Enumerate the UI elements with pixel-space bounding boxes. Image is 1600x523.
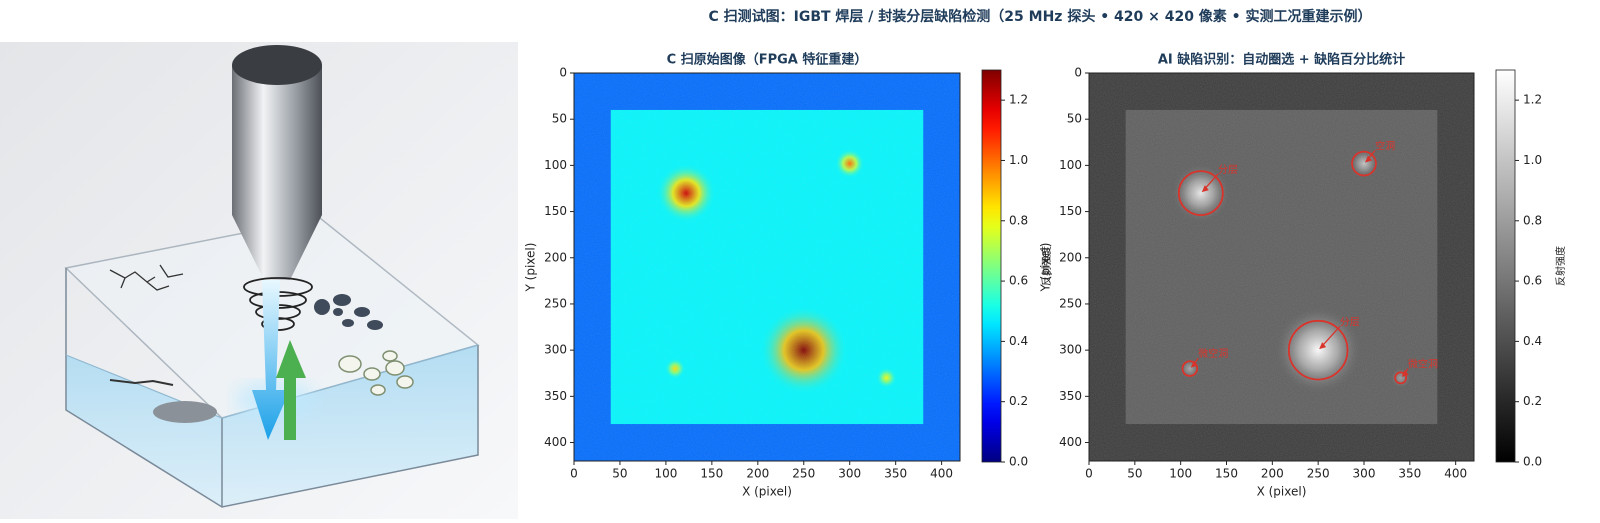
colorbar-label: 反射强度 xyxy=(1554,246,1567,286)
x-tick-label: 250 xyxy=(1307,467,1330,481)
y-tick-label: 300 xyxy=(1059,343,1082,357)
x-tick-label: 50 xyxy=(1127,467,1142,481)
colorbar xyxy=(1495,69,1516,463)
y-tick-label: 150 xyxy=(1059,204,1082,218)
defect-label: 微空洞 xyxy=(1198,347,1228,360)
colorbar-tick-label: 0.4 xyxy=(1523,334,1542,348)
arrow-head xyxy=(1401,369,1409,377)
x-tick-label: 150 xyxy=(1215,467,1238,481)
defect-label: 分层 xyxy=(1218,164,1238,176)
noise-texture xyxy=(1089,73,1474,461)
transducer-body xyxy=(232,65,322,215)
delamination xyxy=(109,379,174,386)
plot-frame xyxy=(573,72,961,462)
x-tick-label: 350 xyxy=(884,467,907,481)
colorbar-tick-label: 0.2 xyxy=(1523,394,1542,408)
y-tick-label: 350 xyxy=(1059,389,1082,403)
arrow-head xyxy=(1319,342,1327,350)
y-axis-label: Y (pixel) xyxy=(524,243,538,293)
x-tick-label: 350 xyxy=(1398,467,1421,481)
x-tick-label: 250 xyxy=(792,467,815,481)
y-tick-label: 50 xyxy=(552,112,567,126)
defect-label: 空洞 xyxy=(1375,139,1395,152)
colorbar-tick-label: 0.2 xyxy=(1009,394,1028,408)
x-tick-label: 400 xyxy=(930,467,953,481)
y-tick-label: 300 xyxy=(544,343,567,357)
y-tick-label: 100 xyxy=(544,158,567,172)
y-tick-label: 200 xyxy=(544,250,567,264)
colorbar-tick-label: 0.0 xyxy=(1009,455,1028,469)
page-title: C 扫测试图：IGBT 焊层 / 封装分层缺陷检测（25 MHz 探头 • 42… xyxy=(708,8,1371,25)
arrow-head xyxy=(1365,155,1372,163)
x-tick-label: 0 xyxy=(570,467,578,481)
defect-ring xyxy=(1287,319,1349,381)
colorbar-tick-label: 0.8 xyxy=(1009,213,1028,227)
transducer-top xyxy=(232,45,322,85)
y-tick-label: 400 xyxy=(1059,435,1082,449)
arrow-head xyxy=(1190,360,1198,368)
particles xyxy=(314,294,383,330)
y-tick-label: 0 xyxy=(559,66,567,80)
y-tick-label: 150 xyxy=(544,204,567,218)
colorbar-tick-label: 1.0 xyxy=(1523,153,1542,167)
y-tick-label: 100 xyxy=(1059,158,1082,172)
y-tick-label: 400 xyxy=(544,435,567,449)
y-tick-label: 50 xyxy=(1067,112,1082,126)
colorbar xyxy=(981,69,1002,463)
heatmap-panel: 0 50 100 150 200 250 300 350 400 0 50 100 150 200 250 3… xyxy=(524,52,1054,499)
x-tick-label: 100 xyxy=(654,467,677,481)
x-tick-label: 200 xyxy=(1261,467,1284,481)
colorbar-label: 反射强度 xyxy=(1040,246,1053,286)
x-tick-label: 100 xyxy=(1169,467,1192,481)
y-tick-label: 250 xyxy=(1059,296,1082,310)
defect-ring xyxy=(1177,170,1224,216)
crack xyxy=(109,264,184,291)
colorbar-tick-label: 1.2 xyxy=(1523,93,1542,107)
illustration xyxy=(0,42,518,519)
defect-ring xyxy=(1394,371,1408,385)
plot-frame xyxy=(1088,72,1475,462)
defect-label: 分层 xyxy=(1340,317,1360,329)
x-tick-label: 50 xyxy=(612,467,627,481)
x-tick-label: 300 xyxy=(838,467,861,481)
beam-up xyxy=(276,340,306,440)
transducer-tip xyxy=(232,215,322,280)
y-tick-label: 250 xyxy=(544,296,567,310)
plot-area xyxy=(1089,73,1474,461)
defect-label: 微空洞 xyxy=(1408,358,1438,371)
noise-texture xyxy=(574,73,960,461)
colorbar-tick-label: 1.0 xyxy=(1009,153,1028,167)
colorbar-tick-label: 0.6 xyxy=(1009,274,1028,288)
colorbar-tick-label: 0.0 xyxy=(1523,455,1542,469)
y-tick-label: 0 xyxy=(1074,66,1082,80)
colorbar-tick-label: 0.4 xyxy=(1009,334,1028,348)
colorbar-tick-label: 0.6 xyxy=(1523,274,1542,288)
void xyxy=(153,401,217,423)
x-tick-label: 400 xyxy=(1444,467,1467,481)
bubbles xyxy=(338,350,414,396)
x-tick-label: 200 xyxy=(746,467,769,481)
y-tick-label: 200 xyxy=(1059,250,1082,264)
y-axis-label: Y (pixel) xyxy=(1039,243,1053,293)
defect-ring xyxy=(1351,150,1377,177)
plot-area xyxy=(574,73,960,461)
x-tick-label: 0 xyxy=(1085,467,1093,481)
x-axis-label: X (pixel) xyxy=(742,485,792,499)
chart-title: AI 缺陷识别：自动圈选 + 缺陷百分比统计 xyxy=(1158,52,1405,68)
beam-down xyxy=(252,280,290,440)
x-tick-label: 150 xyxy=(700,467,723,481)
x-tick-label: 300 xyxy=(1353,467,1376,481)
x-axis-label: X (pixel) xyxy=(1257,485,1307,499)
colorbar-tick-label: 1.2 xyxy=(1009,93,1028,107)
colorbar-tick-label: 0.8 xyxy=(1523,213,1542,227)
chart-title: C 扫原始图像（FPGA 特征重建） xyxy=(667,52,868,68)
arrow-head xyxy=(1201,185,1209,193)
y-tick-label: 350 xyxy=(544,389,567,403)
defect-ring xyxy=(1181,360,1199,377)
